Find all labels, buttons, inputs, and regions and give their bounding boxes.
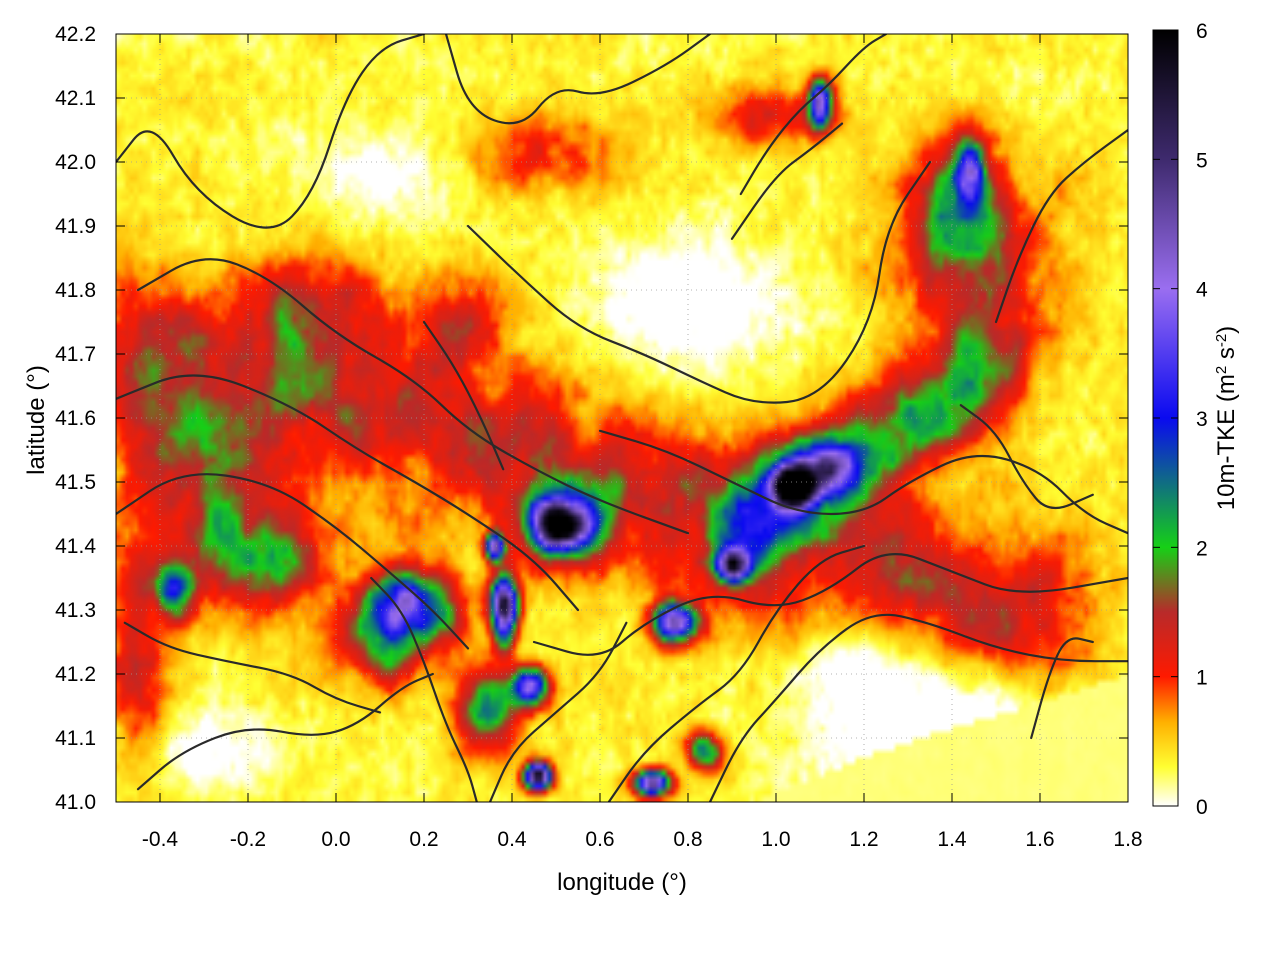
y-tick-label: 42.2	[55, 23, 96, 46]
terrain-contour-7	[532, 553, 1128, 656]
y-tick-label: 41.2	[55, 663, 96, 686]
tick-marks	[116, 33, 1129, 803]
terrain-contour-11	[370, 576, 478, 802]
x-axis-label: longitude (°)	[557, 869, 687, 896]
colorbar-label-main: 10m-TKE (m	[1213, 374, 1240, 510]
terrain-contour-5	[466, 160, 932, 404]
terrain-contour-19	[1030, 637, 1094, 740]
x-tick-label: 0.2	[409, 828, 438, 851]
x-tick-label: 1.6	[1025, 828, 1054, 851]
terrain-contour-8	[607, 544, 866, 802]
terrain-contour-10	[488, 621, 628, 802]
terrain-contour-17	[422, 320, 505, 471]
colorbar-tick-label: 3	[1196, 408, 1208, 431]
x-tick-label: 0.0	[321, 828, 350, 851]
colorbar-tick-label: 4	[1196, 279, 1208, 302]
terrain-contour-4	[136, 258, 690, 535]
terrain-contours	[116, 34, 1128, 802]
y-tick-label: 42.1	[55, 87, 96, 110]
x-tick-label: 1.4	[937, 828, 967, 851]
terrain-contour-15	[739, 34, 888, 196]
y-tick-label: 41.3	[55, 599, 96, 622]
x-tick-label: 0.6	[585, 828, 614, 851]
terrain-contour-6	[598, 429, 1128, 535]
colorbar-tick-label: 6	[1196, 20, 1208, 43]
y-axis-label: latitude (°)	[23, 365, 50, 475]
y-tick-label: 42.0	[55, 151, 96, 174]
x-tick-label: -0.4	[142, 828, 179, 851]
x-tick-label: -0.2	[230, 828, 266, 851]
colorbar-label-sup2: -2	[1213, 334, 1230, 347]
colorbar-tick-label: 1	[1196, 667, 1208, 690]
terrain-contour-3	[116, 473, 470, 650]
colorbar-label-end: )	[1213, 326, 1240, 334]
grid-lines	[116, 34, 1128, 802]
colorbar-label-sup1: 2	[1213, 366, 1230, 374]
x-tick-label: 1.8	[1113, 828, 1142, 851]
terrain-contour-1	[444, 34, 712, 125]
colorbar-tick-label: 2	[1196, 537, 1208, 560]
plot-area	[115, 33, 1129, 803]
terrain-contour-13	[123, 621, 382, 714]
x-tick-label: 1.0	[761, 828, 790, 851]
y-tick-label: 41.1	[55, 727, 96, 750]
x-tick-label: 1.2	[849, 828, 878, 851]
y-tick-label: 41.9	[55, 215, 96, 238]
colorbar-label-mid: s	[1213, 347, 1240, 366]
x-tick-label: 0.8	[673, 828, 702, 851]
colorbar-tick-label: 5	[1196, 149, 1208, 172]
terrain-contour-2	[116, 374, 580, 612]
x-tick-labels: -0.4 -0.2 0.0 0.2 0.4 0.6 0.8 1.0 1.2 1.4 1.6 1.8	[142, 828, 1143, 851]
terrain-contour-14	[994, 128, 1128, 324]
y-tick-label: 41.0	[55, 791, 96, 814]
y-tick-label: 41.8	[55, 279, 96, 302]
x-tick-label: 0.4	[497, 828, 527, 851]
colorbar-ticks: 0 1 2 3 4 5 6	[1153, 20, 1208, 819]
y-tick-label: 41.5	[55, 471, 96, 494]
y-tick-label: 41.7	[55, 343, 96, 366]
terrain-contour-0	[116, 34, 426, 229]
y-tick-label: 41.4	[55, 535, 96, 558]
colorbar-label: 10m-TKE (m2 s-2)	[1213, 326, 1241, 510]
y-tick-label: 41.6	[55, 407, 96, 430]
terrain-contour-16	[730, 122, 844, 240]
terrain-contour-12	[136, 672, 434, 791]
y-tick-labels: 41.0 41.1 41.2 41.3 41.4 41.5 41.6 41.7 41.8 41.9…	[55, 23, 96, 814]
terrain-contour-18	[959, 404, 1094, 510]
terrain-contour-9	[708, 613, 1128, 802]
colorbar-tick-label: 0	[1196, 796, 1208, 819]
